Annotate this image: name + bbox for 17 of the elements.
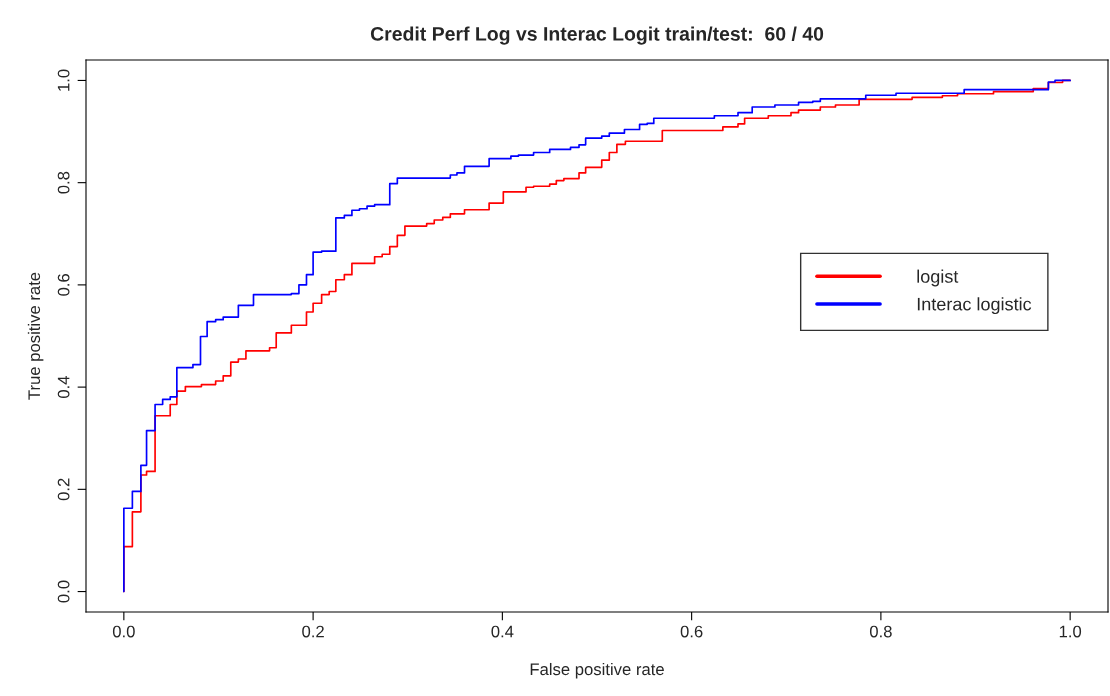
legend-label: Interac logistic bbox=[917, 297, 1032, 315]
y-tick-label: 0.0 bbox=[57, 580, 70, 603]
x-tick-label: 0.8 bbox=[869, 625, 892, 638]
x-axis-title: False positive rate bbox=[530, 662, 664, 679]
x-tick-label: 0.0 bbox=[112, 625, 135, 638]
y-axis-title: True positive rate bbox=[27, 272, 44, 400]
y-tick-label: 0.8 bbox=[57, 171, 70, 194]
chart-title: Credit Perf Log vs Interac Logit train/test: 60 / 40 bbox=[370, 26, 824, 45]
y-tick-label: 0.6 bbox=[57, 274, 70, 296]
y-tick-label: 0.4 bbox=[57, 376, 70, 399]
x-tick-label: 0.6 bbox=[680, 625, 703, 638]
x-tick-label: 0.2 bbox=[302, 625, 324, 638]
x-tick-label: 0.4 bbox=[491, 625, 514, 638]
y-tick-label: 0.2 bbox=[57, 478, 70, 501]
y-tick-label: 1.0 bbox=[57, 69, 70, 91]
x-tick-label: 1.0 bbox=[1059, 625, 1082, 638]
legend-label: logist bbox=[917, 269, 959, 287]
